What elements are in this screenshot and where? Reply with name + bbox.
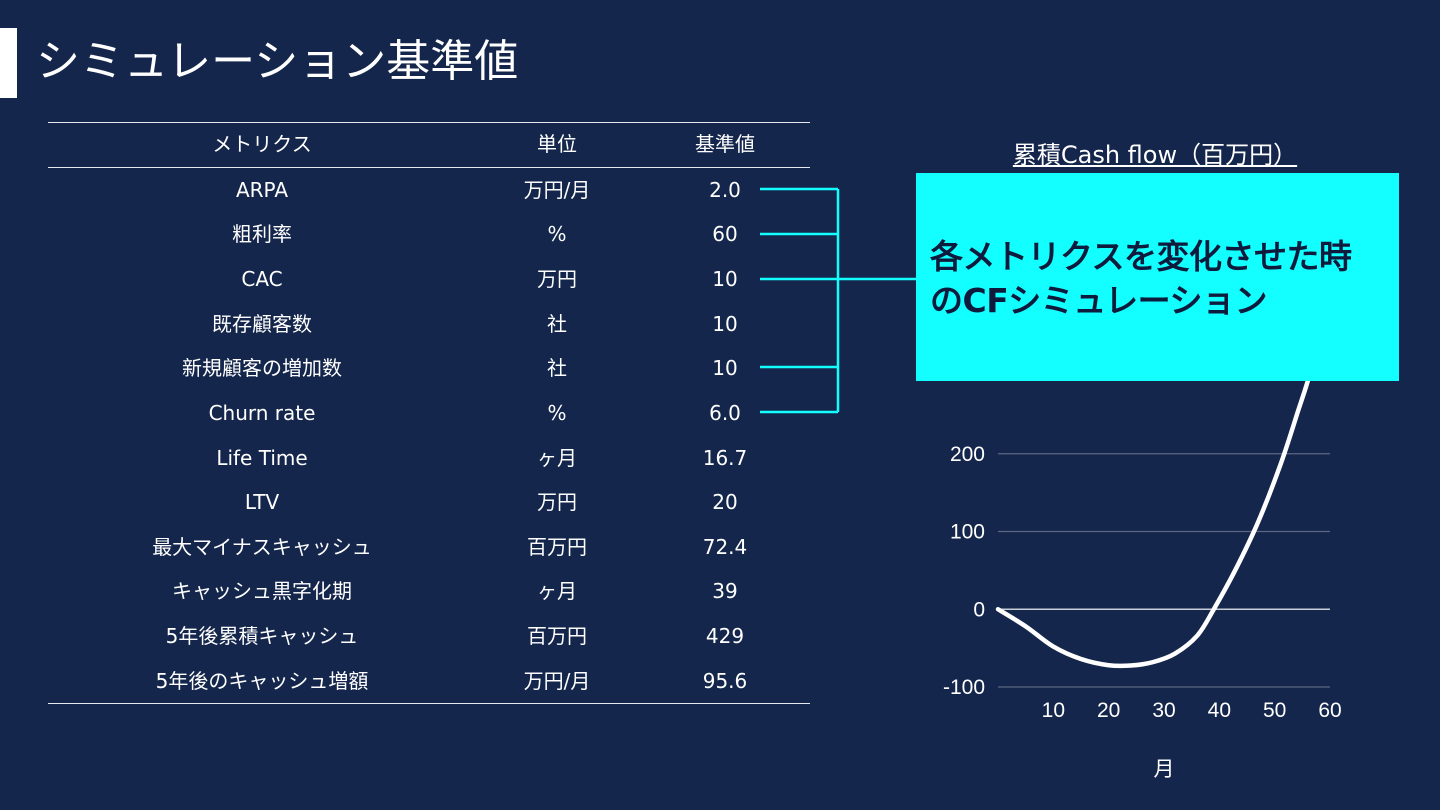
metric-unit: 万円 bbox=[537, 490, 577, 514]
metric-value: 2.0 bbox=[709, 178, 741, 202]
table-row: Life Time ヶ月 16.7 bbox=[48, 436, 810, 480]
table-row: 新規顧客の増加数 社 10 bbox=[48, 346, 810, 390]
x-tick-label: 30 bbox=[1152, 699, 1175, 722]
table-row: CAC 万円 10 bbox=[48, 257, 810, 301]
metric-unit: 万円/月 bbox=[523, 178, 591, 202]
table-top-rule bbox=[48, 122, 810, 123]
metric-value: 72.4 bbox=[702, 535, 748, 559]
x-tick-label: 50 bbox=[1263, 699, 1286, 722]
metric-name: 5年後累積キャッシュ bbox=[165, 624, 359, 648]
metric-unit: 社 bbox=[547, 356, 567, 380]
y-tick-label: -100 bbox=[943, 676, 985, 699]
header-metric: メトリクス bbox=[212, 132, 312, 156]
y-tick-label: 200 bbox=[950, 443, 985, 466]
metric-unit: 百万円 bbox=[527, 624, 587, 648]
y-tick-label: 0 bbox=[973, 598, 985, 621]
x-tick-label: 60 bbox=[1318, 699, 1341, 722]
metric-value: 20 bbox=[712, 490, 738, 514]
metric-value: 39 bbox=[712, 579, 738, 603]
metric-name: Life Time bbox=[216, 446, 308, 470]
metric-unit: ヶ月 bbox=[537, 446, 577, 470]
cashflow-series-line bbox=[995, 273, 1333, 669]
metric-value: 16.7 bbox=[702, 446, 748, 470]
table-row: キャッシュ黒字化期 ヶ月 39 bbox=[48, 569, 810, 613]
y-tick-label: 100 bbox=[950, 521, 985, 544]
metric-unit: % bbox=[547, 401, 567, 425]
table-row: ARPA 万円/月 2.0 bbox=[48, 168, 810, 212]
metric-value: 60 bbox=[712, 222, 738, 246]
table-bottom-rule bbox=[48, 703, 810, 704]
metric-unit: 社 bbox=[547, 312, 567, 336]
x-tick-label: 20 bbox=[1097, 699, 1120, 722]
metric-unit: 万円 bbox=[537, 267, 577, 291]
metric-name: 最大マイナスキャッシュ bbox=[152, 535, 372, 559]
metric-unit: ヶ月 bbox=[537, 579, 577, 603]
metric-value: 10 bbox=[712, 267, 738, 291]
metric-name: 新規顧客の増加数 bbox=[182, 356, 342, 380]
x-tick-label: 10 bbox=[1042, 699, 1065, 722]
metric-value: 10 bbox=[712, 312, 738, 336]
metric-name: LTV bbox=[244, 490, 280, 514]
header-base-value: 基準値 bbox=[695, 132, 755, 156]
metric-unit: % bbox=[547, 222, 567, 246]
metric-value: 10 bbox=[712, 356, 738, 380]
page-title: シミュレーション基準値 bbox=[36, 36, 519, 87]
callout-box: 各メトリクスを変化させた時 のCFシミュレーション bbox=[916, 173, 1399, 381]
metric-name: Churn rate bbox=[208, 401, 316, 425]
metric-name: CAC bbox=[241, 267, 283, 291]
header-unit: 単位 bbox=[537, 132, 577, 156]
metric-name: 5年後のキャッシュ増額 bbox=[155, 669, 369, 693]
x-tick-label: 40 bbox=[1208, 699, 1231, 722]
table-row: 既存顧客数 社 10 bbox=[48, 302, 810, 346]
chart-title: 累積Cash flow（百万円） bbox=[1012, 141, 1298, 169]
title-accent-bar bbox=[0, 28, 17, 98]
metric-name: 既存顧客数 bbox=[212, 312, 312, 336]
table-header-rule bbox=[48, 167, 810, 168]
metric-unit: 万円/月 bbox=[523, 669, 591, 693]
table-row: LTV 万円 20 bbox=[48, 480, 810, 524]
table-row: 5年後のキャッシュ増額 万円/月 95.6 bbox=[48, 659, 810, 703]
x-axis-label: 月 bbox=[1154, 757, 1175, 781]
table-row: 粗利率 % 60 bbox=[48, 212, 810, 256]
metric-name: キャッシュ黒字化期 bbox=[172, 579, 352, 603]
metric-name: ARPA bbox=[235, 178, 289, 202]
metric-value: 6.0 bbox=[709, 401, 741, 425]
table-row: 5年後累積キャッシュ 百万円 429 bbox=[48, 614, 810, 658]
table-row: Churn rate % 6.0 bbox=[48, 391, 810, 435]
callout-text: 各メトリクスを変化させた時 のCFシミュレーション bbox=[930, 237, 1352, 320]
table-row: 最大マイナスキャッシュ 百万円 72.4 bbox=[48, 525, 810, 569]
metric-value: 429 bbox=[705, 624, 745, 648]
metric-name: 粗利率 bbox=[232, 222, 292, 246]
metric-value: 95.6 bbox=[702, 669, 748, 693]
metric-unit: 百万円 bbox=[527, 535, 587, 559]
